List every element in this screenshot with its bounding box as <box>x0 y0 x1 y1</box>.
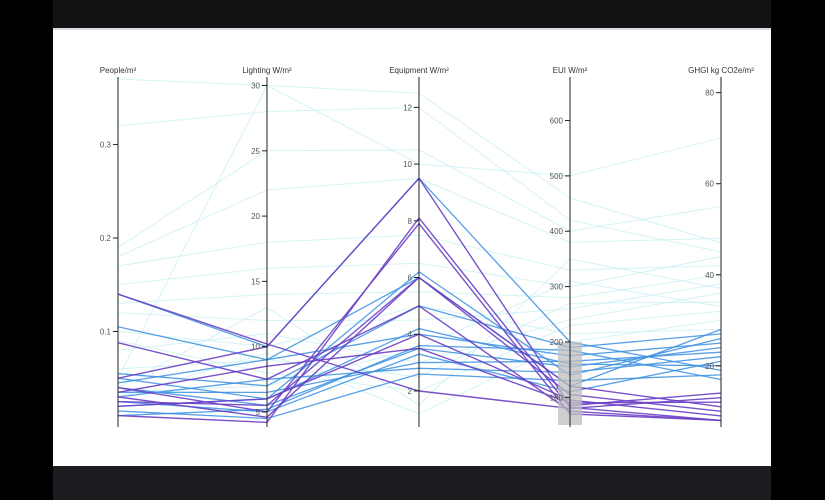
tick-label: 12 <box>403 103 412 112</box>
tick-label: 2 <box>408 387 413 396</box>
tick-label: 10 <box>251 343 260 352</box>
tick-label: 20 <box>705 362 714 371</box>
axis-title: Lighting W/m² <box>242 66 292 75</box>
tick-label: 300 <box>550 283 564 292</box>
tick-label: 8 <box>408 217 413 226</box>
tick-label: 200 <box>550 338 564 347</box>
tick-label: 80 <box>705 89 714 98</box>
tick-label: 60 <box>705 180 714 189</box>
tick-label: 20 <box>251 212 260 221</box>
tick-label: 600 <box>550 117 564 126</box>
axis-2: Equipment W/m² 2 4 6 8 10 12 <box>389 66 449 427</box>
tick-label: 100 <box>550 393 564 402</box>
top-bar <box>53 0 771 28</box>
tick-label: 500 <box>550 172 564 181</box>
tick-label: 4 <box>408 330 413 339</box>
axis-title: Equipment W/m² <box>389 66 449 75</box>
tick-label: 0.2 <box>100 234 112 243</box>
axis-3: EUI W/m² 100 200 300 400 500 600 <box>550 66 588 427</box>
axis-title: EUI W/m² <box>553 66 588 75</box>
tick-label: 25 <box>251 147 260 156</box>
axis-title: GHGI kg CO2e/m² <box>688 66 754 75</box>
tick-label: 6 <box>408 274 413 283</box>
axis-title: People/m² <box>100 66 137 75</box>
tick-label: 0.3 <box>100 140 112 149</box>
chart-panel: People/m² 0.1 0.2 0.3 Lighting W/m² 5 10 15 20 25… <box>53 28 771 466</box>
tick-label: 40 <box>705 271 714 280</box>
tick-label: 30 <box>251 82 260 91</box>
tick-label: 5 <box>256 408 261 417</box>
axis-4: GHGI kg CO2e/m² 20 40 60 80 <box>688 66 754 427</box>
tick-label: 0.1 <box>100 327 112 336</box>
bottom-bar <box>53 466 771 500</box>
axis-0: People/m² 0.1 0.2 0.3 <box>100 66 137 427</box>
axis-1: Lighting W/m² 5 10 15 20 25 30 <box>242 66 292 427</box>
tick-label: 400 <box>550 227 564 236</box>
tick-label: 15 <box>251 277 260 286</box>
tick-label: 10 <box>403 160 412 169</box>
